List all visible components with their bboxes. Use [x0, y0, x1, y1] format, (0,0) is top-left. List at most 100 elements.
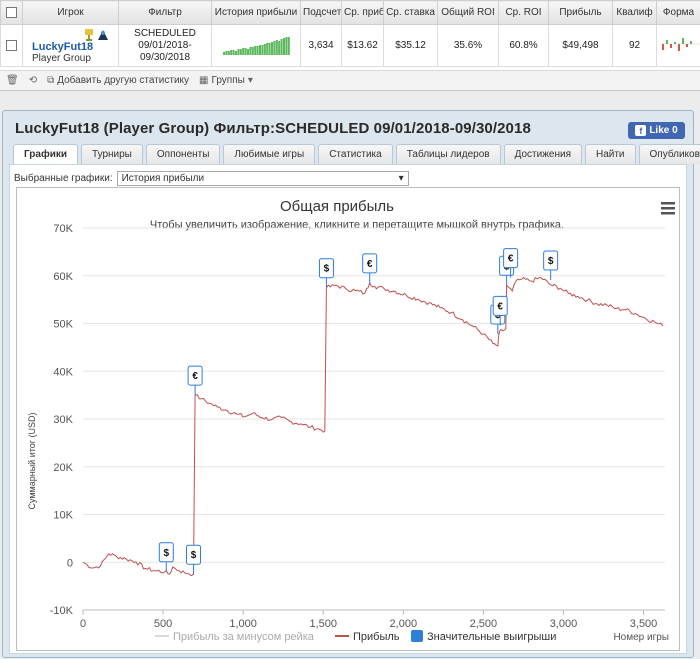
chart-selector-dropdown[interactable]: История прибыли ▾ — [116, 171, 409, 186]
groups-label: Группы — [211, 75, 245, 86]
legend-item-rake-profit[interactable]: Прибыль за минусом рейка — [155, 631, 315, 643]
tab-find[interactable]: Найти — [584, 144, 636, 164]
profit-sparkline-cell[interactable] — [211, 24, 301, 67]
sparkline-bar — [244, 48, 247, 55]
tab-leaderboards[interactable]: Таблицы лидеров — [395, 144, 501, 164]
profit-chart-svg[interactable]: Общая прибыль Чтобы увеличить изображени… — [17, 188, 681, 652]
tab-achievements[interactable]: Достижения — [503, 144, 582, 164]
panel-title: LuckyFut18 (Player Group) Фильтр:SCHEDUL… — [15, 120, 531, 137]
legend-item-profit[interactable]: Прибыль — [335, 631, 400, 643]
flag-symbol: $ — [163, 548, 169, 559]
significant-win-flag[interactable]: $ — [543, 250, 559, 281]
tab-publish[interactable]: Опубликовать — [638, 144, 700, 164]
tab-opponents[interactable]: Оппоненты — [145, 144, 221, 164]
tab-content: Выбранные графики: История прибыли ▾ Общ… — [9, 164, 687, 654]
flag-box — [186, 544, 202, 565]
refresh-icon[interactable]: ⟲ — [28, 75, 38, 86]
significant-win-flag[interactable]: € — [492, 295, 508, 326]
table-toolbar: 🗑 ⟲ ⧉ Добавить другую статистику ▦ Групп… — [0, 70, 700, 90]
sparkline-bar — [242, 48, 245, 55]
legend-item-big-wins[interactable]: Значительные выигрыши — [411, 630, 556, 643]
player-name-link[interactable]: LuckyFut18 — [32, 41, 94, 53]
like-label: Like 0 — [649, 125, 678, 136]
sparkline-bar — [225, 51, 228, 55]
select-all-checkbox[interactable] — [6, 6, 17, 18]
tab-charts[interactable]: Графики — [13, 144, 79, 164]
sparkline-bar — [249, 47, 252, 55]
select-all-header[interactable] — [0, 0, 23, 25]
header-avg-stake[interactable]: Ср. ставка — [383, 0, 438, 25]
qualif-value: 92 — [612, 24, 657, 67]
profit-sparkline[interactable] — [221, 31, 291, 57]
groups-button[interactable]: ▦ Группы ▾ — [199, 75, 253, 86]
chart-menu-icon[interactable] — [661, 202, 675, 215]
chart-subtitle: Чтобы увеличить изображение, кликните и … — [150, 219, 564, 231]
add-stat-button[interactable]: ⧉ Добавить другую статистику — [47, 75, 189, 86]
copy-icon: ⧉ — [47, 75, 55, 86]
header-count[interactable]: Подсчет — [300, 0, 342, 25]
significant-win-flag[interactable]: € — [503, 248, 519, 278]
significant-win-flag[interactable]: $ — [186, 544, 202, 575]
sparkline-bar — [280, 39, 283, 55]
player-group-label: Player Group — [32, 53, 91, 64]
sparkline-bar — [287, 37, 290, 55]
table-row[interactable]: LuckyFut18 Player Group SCHEDULED 09/01/… — [0, 24, 700, 67]
stats-table: Игрок Фильтр История прибыли Подсчет Ср.… — [0, 0, 700, 67]
flag-box — [318, 258, 334, 279]
flag-symbol: € — [367, 259, 373, 270]
sparkline-bar — [251, 47, 254, 55]
significant-win-flag[interactable]: $ — [158, 542, 174, 572]
header-player[interactable]: Игрок — [22, 0, 119, 25]
sparkline-bar — [230, 50, 233, 55]
sparkline-bar — [259, 45, 261, 55]
row-checkbox[interactable] — [6, 39, 17, 51]
flag-symbol: € — [497, 301, 503, 312]
tab-tournaments[interactable]: Турниры — [81, 144, 143, 164]
sparkline-bar — [271, 42, 273, 55]
significant-win-flag[interactable]: € — [187, 365, 203, 396]
sparkline-bar — [268, 43, 271, 55]
x-tick-label: 2,000 — [390, 618, 418, 630]
chart-selector-value: История прибыли — [121, 173, 205, 184]
sparkline-bar — [254, 46, 257, 55]
flag-box — [362, 253, 378, 274]
header-qualif[interactable]: Квалиф — [612, 0, 657, 25]
sparkline-bar — [232, 50, 235, 55]
sparkline-bar — [223, 52, 225, 55]
tab-statistics[interactable]: Статистика — [318, 144, 393, 164]
player-cell[interactable]: LuckyFut18 Player Group — [22, 24, 119, 67]
facebook-like-button[interactable]: f Like 0 — [628, 122, 685, 139]
row-select-cell[interactable] — [0, 24, 23, 67]
significant-win-flag[interactable]: $ — [318, 258, 334, 288]
header-form[interactable]: Форма — [656, 0, 700, 25]
header-avg-profit[interactable]: Ср. приб — [341, 0, 384, 25]
sparkline-bar — [278, 41, 281, 55]
y-tick-label: 40K — [53, 366, 73, 378]
header-avg-roi[interactable]: Ср. ROI — [498, 0, 549, 25]
trash-icon[interactable]: 🗑 — [6, 75, 19, 86]
header-profit[interactable]: Прибыль — [548, 0, 613, 25]
grid-icon: ▦ — [199, 75, 209, 86]
header-profit-history[interactable]: История прибыли — [211, 0, 301, 25]
legend-profit-label: Прибыль — [353, 631, 400, 643]
x-tick-label: 1,500 — [309, 618, 337, 630]
x-tick-label: 500 — [154, 618, 172, 630]
y-tick-label: 60K — [53, 271, 73, 283]
sparkline-bar — [256, 46, 259, 55]
x-tick-label: 3,000 — [550, 618, 578, 630]
tab-favorite-games[interactable]: Любимые игры — [223, 144, 316, 164]
significant-win-flag[interactable]: € — [362, 253, 378, 283]
profit-chart[interactable]: Общая прибыль Чтобы увеличить изображени… — [16, 187, 680, 651]
legend-big-wins-label: Значительные выигрыши — [427, 631, 556, 643]
y-axis-label: Суммарный итог (USD) — [27, 412, 37, 509]
flag-symbol: $ — [548, 256, 554, 267]
total-roi-value: 35.6% — [437, 24, 499, 67]
chart-title: Общая прибыль — [280, 198, 394, 215]
legend-rake-profit-label: Прибыль за минусом рейка — [173, 631, 315, 643]
avg-roi-value: 60.8% — [498, 24, 549, 67]
header-total-roi[interactable]: Общий ROI — [437, 0, 499, 25]
chart-selector-label: Выбранные графики: — [14, 173, 113, 184]
header-filter[interactable]: Фильтр — [118, 0, 212, 25]
flag-box — [187, 365, 203, 386]
player-panel: LuckyFut18 (Player Group) Фильтр:SCHEDUL… — [2, 110, 700, 658]
